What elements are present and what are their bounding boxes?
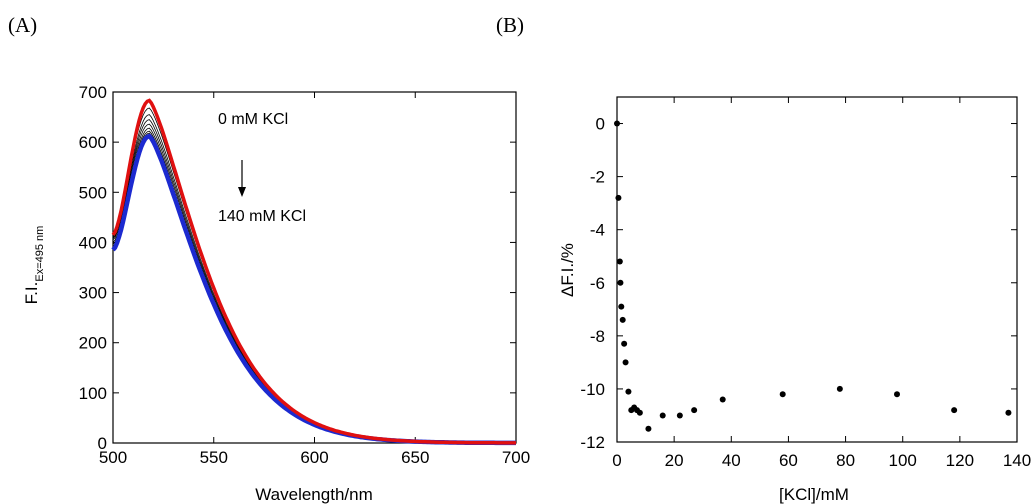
chart-b-y-tick-label: -4 xyxy=(590,221,605,240)
data-point xyxy=(1005,409,1012,416)
panel-label-a: (A) xyxy=(8,13,37,37)
data-point xyxy=(719,396,726,403)
chart-a-y-axis-label: F.I.Ex=495 nm xyxy=(22,226,46,305)
data-point xyxy=(836,385,843,392)
chart-b-y-tick-label: -12 xyxy=(580,433,605,452)
chart-b-x-tick-label: 120 xyxy=(946,451,974,470)
chart-a-y-label-main: F.I. xyxy=(22,282,41,305)
chart-b-x-tick-label: 40 xyxy=(722,451,741,470)
chart-b-plot-frame xyxy=(616,96,1018,443)
chart-b-x-tick-label: 80 xyxy=(836,451,855,470)
svg-text:F.I.Ex=495 nm: F.I.Ex=495 nm xyxy=(22,226,46,305)
chart-b: 0 20 40 60 80 100 120 140 0 -2 -4 -6 -8 -10 -12 [KCl]/… xyxy=(558,96,1031,504)
chart-b-y-tick-label: -2 xyxy=(590,168,605,187)
chart-b-y-tick-label: -6 xyxy=(590,274,605,293)
annotation-0-mm-kcl: 0 mM KCl xyxy=(218,111,288,128)
chart-a-y-tick-label: 300 xyxy=(79,284,107,303)
data-point xyxy=(618,303,625,310)
data-point xyxy=(621,340,628,347)
panel-label-b: (B) xyxy=(496,13,524,37)
chart-a-y-tick-label: 400 xyxy=(79,233,107,252)
chart-a: 500 550 600 650 700 0 100 200 300 400 500 600 700 0 … xyxy=(22,83,530,504)
chart-a-y-tick-label: 600 xyxy=(79,133,107,152)
chart-a-y-tick-label: 100 xyxy=(79,384,107,403)
chart-b-x-tick-label: 0 xyxy=(612,451,621,470)
data-point xyxy=(894,391,900,398)
data-point xyxy=(615,194,622,201)
chart-a-y-tick-label: 700 xyxy=(79,83,107,102)
spectrum-16-mm xyxy=(112,127,516,444)
data-point xyxy=(645,425,652,432)
chart-b-x-tick-label: 60 xyxy=(779,451,798,470)
data-point xyxy=(622,359,629,366)
chart-a-x-tick-label: 700 xyxy=(502,448,530,467)
spectrum-1-mm xyxy=(112,107,516,444)
data-point xyxy=(619,316,626,323)
annotation-arrow-head xyxy=(238,187,246,197)
chart-a-x-tick-label: 550 xyxy=(200,448,228,467)
chart-b-x-axis-label: [KCl]/mM xyxy=(779,485,849,504)
data-point xyxy=(616,258,623,265)
data-point xyxy=(625,388,632,395)
chart-a-x-axis-label: Wavelength/nm xyxy=(255,485,372,504)
chart-b-x-tick-label: 100 xyxy=(889,451,917,470)
data-point xyxy=(951,407,958,414)
data-point xyxy=(617,279,624,286)
data-point xyxy=(691,407,698,414)
data-point xyxy=(676,412,683,419)
chart-b-y-tick-label: -8 xyxy=(590,327,605,346)
data-point xyxy=(636,409,643,416)
chart-a-y-tick-label: 0 xyxy=(98,434,107,453)
chart-b-y-tick-label: 0 xyxy=(596,115,605,134)
chart-b-y-tick-label: -10 xyxy=(580,380,605,399)
spectrum-0-mm xyxy=(111,98,516,445)
chart-a-plot-frame xyxy=(112,91,517,444)
chart-a-x-tick-label: 600 xyxy=(300,448,328,467)
chart-b-x-tick-label: 140 xyxy=(1003,451,1031,470)
chart-b-x-tick-label: 20 xyxy=(665,451,684,470)
data-point xyxy=(779,391,786,398)
chart-a-y-tick-label: 500 xyxy=(79,183,107,202)
chart-b-y-axis-label: ΔF.I./% xyxy=(558,243,577,297)
chart-a-x-tick-label: 650 xyxy=(401,448,429,467)
chart-a-x-tick-label: 500 xyxy=(99,448,127,467)
data-point xyxy=(659,412,666,419)
chart-a-y-tick-label: 200 xyxy=(79,334,107,353)
data-point xyxy=(614,120,620,127)
annotation-140-mm-kcl: 140 mM KCl xyxy=(218,208,306,225)
spectrum-80-mm xyxy=(112,132,516,444)
chart-a-y-label-sub: Ex=495 nm xyxy=(34,226,46,282)
